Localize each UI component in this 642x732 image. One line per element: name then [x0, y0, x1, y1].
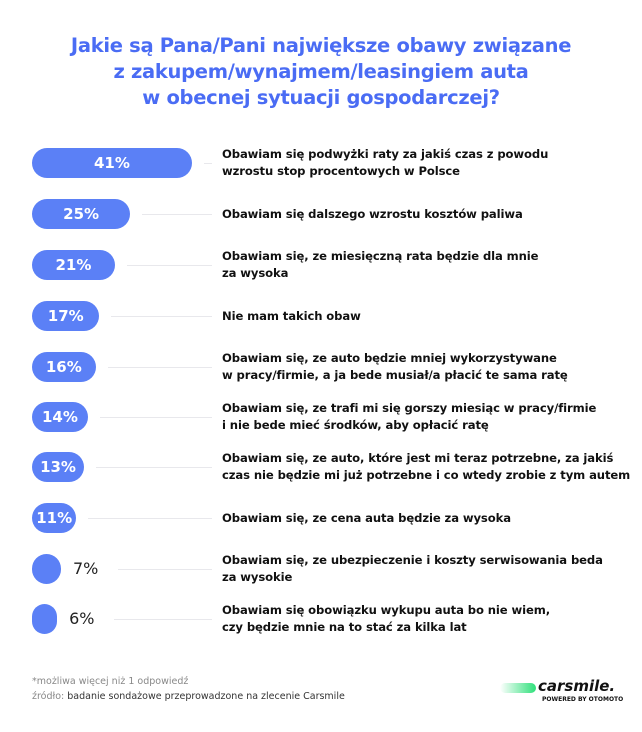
category-label-line: i nie bede mieć środków, aby opłacić rat… — [222, 418, 489, 432]
bar-row: 11% Obawiam się, ze cena auta będzie za w… — [0, 498, 642, 538]
source-label: źródło: — [32, 691, 65, 702]
bar: 21% — [32, 250, 115, 280]
category-label-line: Nie mam takich obaw — [222, 308, 361, 323]
carsmile-logo: carsmile. POWERED BY OTOMOTO — [500, 677, 640, 710]
category-label-line: w pracy/firmie, a ja bede musiał/a płaci… — [222, 368, 568, 382]
category-label-line: Obawiam się obowiązku wykupu auta bo nie… — [222, 603, 551, 617]
bar-row: 41% Obawiam się podwyżki raty za jakiś cz… — [0, 143, 642, 183]
category-label-line: Obawiam się dalszego wzrostu kosztów pal… — [222, 206, 523, 221]
category-label: Obawiam się, ze ubezpieczenie i koszty s… — [222, 552, 603, 586]
logo-wordmark: carsmile. — [538, 677, 616, 695]
connector-line — [96, 467, 212, 468]
chart-title: Jakie są Pana/Pani największe obawy zwią… — [0, 33, 642, 111]
bar-row: 16% Obawiam się, ze auto będzie mniej wyk… — [0, 347, 642, 387]
category-label-line: Obawiam się, ze cena auta będzie za wyso… — [222, 510, 511, 525]
connector-line — [114, 619, 212, 620]
title-line: Jakie są Pana/Pani największe obawy zwią… — [70, 34, 572, 57]
category-label-line: Obawiam się, ze miesięczną rata będzie d… — [222, 249, 539, 263]
bar-value-label: 21% — [55, 256, 92, 274]
title-line: z zakupem/wynajmem/leasingiem auta — [113, 60, 529, 83]
bar-row: 7% Obawiam się, ze ubezpieczenie i koszty… — [0, 549, 642, 589]
bar-value-label: 17% — [47, 307, 84, 325]
category-label-line: czas nie będzie mi już potrzebne i co wt… — [222, 468, 631, 482]
category-label: Obawiam się, ze auto będzie mniej wykorz… — [222, 350, 568, 384]
bar: 13% — [32, 452, 85, 482]
bar: 16% — [32, 352, 96, 382]
bar: 17% — [32, 301, 100, 331]
category-label-line: wzrostu stop procentowych w Polsce — [222, 164, 460, 178]
title-line: w obecnej sytuacji gospodarczej? — [142, 86, 500, 109]
bar-row: 21% Obawiam się, ze miesięczną rata będzi… — [0, 245, 642, 285]
bar-value-label: 14% — [41, 408, 78, 426]
category-label: Obawiam się, ze auto, które jest mi tera… — [222, 450, 630, 484]
category-label: Obawiam się obowiązku wykupu auta bo nie… — [222, 602, 550, 636]
connector-line — [99, 417, 212, 418]
category-label: Obawiam się, ze miesięczną rata będzie d… — [222, 248, 539, 282]
category-label: Obawiam się dalszego wzrostu kosztów pal… — [222, 206, 523, 223]
connector-line — [88, 518, 212, 519]
category-label-line: Obawiam się podwyżki raty za jakiś czas … — [222, 147, 549, 161]
logo-swoosh — [500, 683, 536, 693]
bar-value-label: 11% — [36, 509, 73, 527]
logo-subtitle: POWERED BY OTOMOTO — [542, 696, 624, 703]
bar: 41% — [32, 148, 192, 178]
category-label-line: Obawiam się, ze ubezpieczenie i koszty s… — [222, 553, 603, 567]
bar-row: 6% Obawiam się obowiązku wykupu auta bo n… — [0, 599, 642, 639]
connector-line — [126, 265, 212, 266]
bar-row: 13% Obawiam się, ze auto, które jest mi t… — [0, 447, 642, 487]
category-label-line: Obawiam się, ze auto będzie mniej wykorz… — [222, 351, 557, 365]
category-label-line: za wysoka — [222, 266, 289, 280]
connector-line — [203, 163, 212, 164]
bar-value-label: 7% — [72, 559, 99, 578]
bar — [32, 554, 61, 584]
category-label: Obawiam się, ze cena auta będzie za wyso… — [222, 510, 511, 527]
bar-value-label: 41% — [93, 154, 130, 172]
bar-row: 25% Obawiam się dalszego wzrostu kosztów … — [0, 194, 642, 234]
source-text: badanie sondażowe przeprowadzone na zlec… — [67, 691, 345, 702]
bar-row: 14% Obawiam się, ze trafi mi się gorszy m… — [0, 397, 642, 437]
bar: 11% — [32, 503, 77, 533]
category-label-line: Obawiam się, ze trafi mi się gorszy mies… — [222, 401, 597, 415]
bar: 14% — [32, 402, 88, 432]
source-note: źródło: badanie sondażowe przeprowadzone… — [32, 691, 345, 702]
bar — [32, 604, 58, 634]
category-label: Nie mam takich obaw — [222, 308, 361, 325]
bar-value-label: 16% — [45, 358, 82, 376]
category-label: Obawiam się, ze trafi mi się gorszy mies… — [222, 400, 596, 434]
category-label-line: czy będzie mnie na to stać za kilka lat — [222, 620, 467, 634]
connector-line — [117, 569, 212, 570]
footnote: *możliwa więcej niż 1 odpowiedź — [32, 676, 189, 687]
connector-line — [111, 316, 212, 317]
bar: 25% — [32, 199, 131, 229]
bar-value-label: 6% — [69, 609, 95, 628]
bar-row: 17% Nie mam takich obaw — [0, 296, 642, 336]
category-label-line: Obawiam się, ze auto, które jest mi tera… — [222, 451, 614, 465]
category-label: Obawiam się podwyżki raty za jakiś czas … — [222, 146, 548, 180]
bar-value-label: 25% — [63, 205, 100, 223]
connector-line — [142, 214, 212, 215]
category-label-line: za wysokie — [222, 570, 293, 584]
connector-line — [107, 367, 212, 368]
bar-value-label: 13% — [40, 458, 76, 476]
